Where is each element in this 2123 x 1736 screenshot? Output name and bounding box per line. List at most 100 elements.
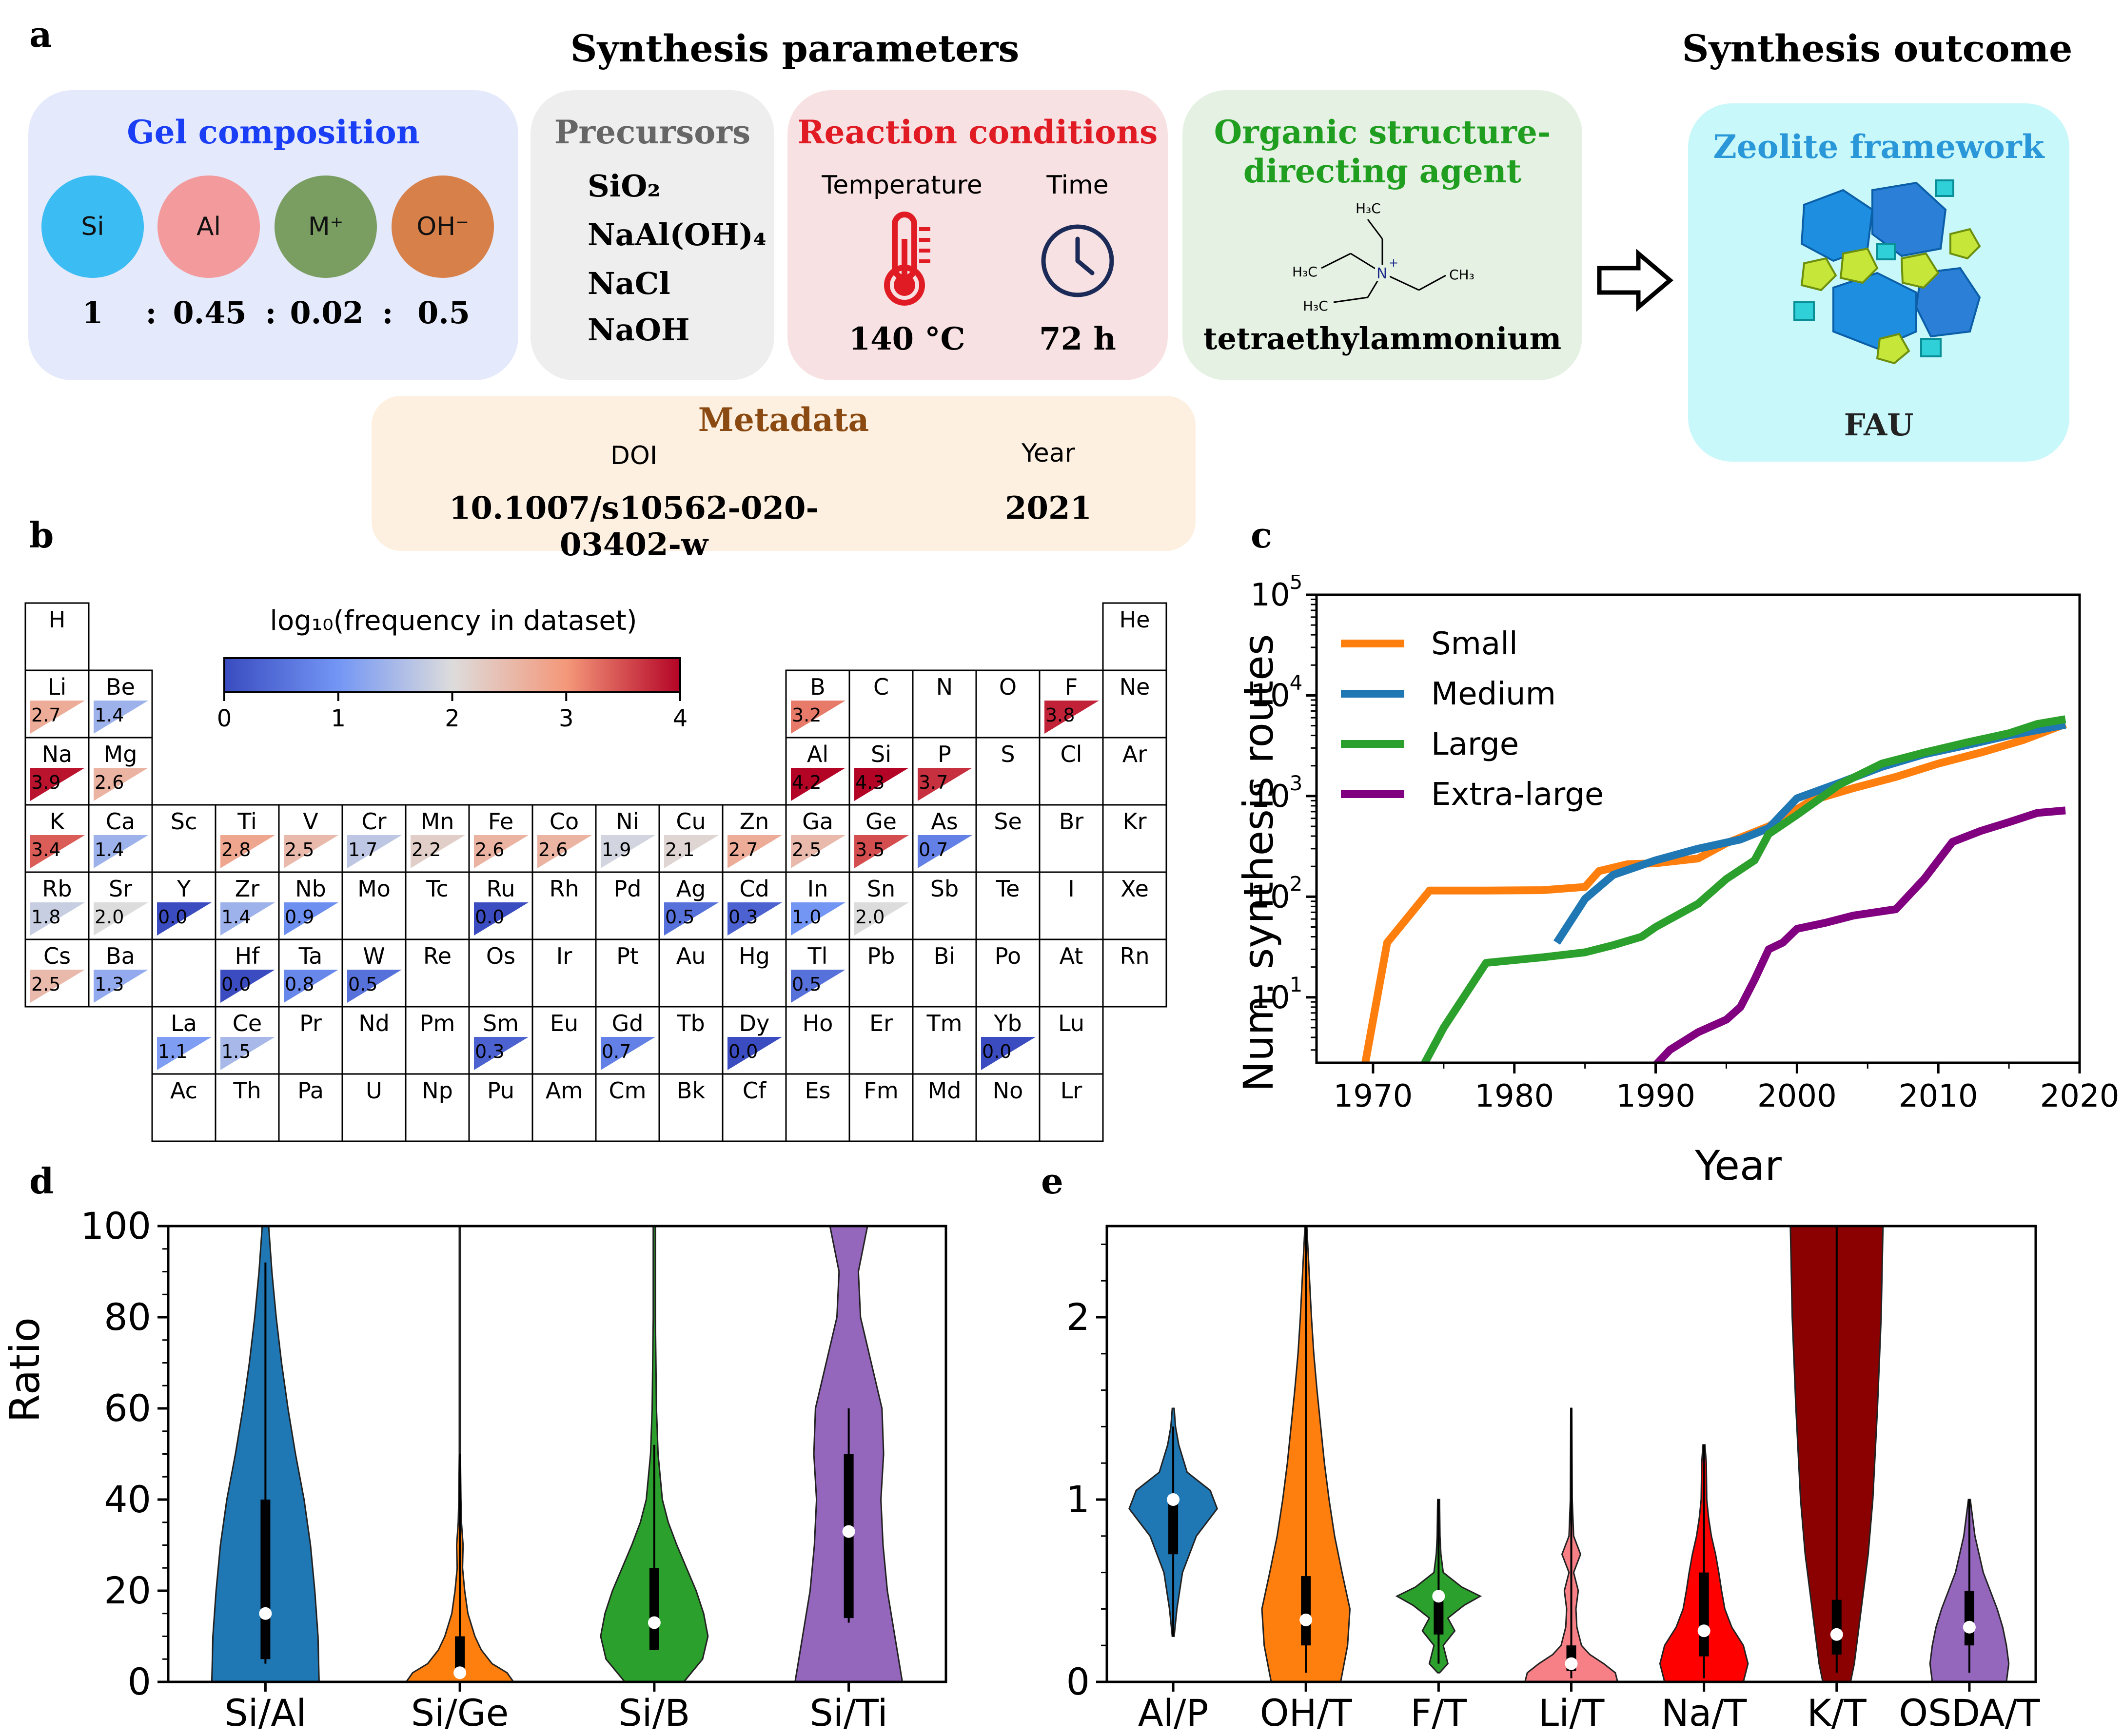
synthesis-outcome-heading: Synthesis outcome — [1682, 27, 2073, 70]
element-cell — [24, 602, 90, 671]
osda-charge-label: + — [1389, 256, 1398, 270]
element-symbol: Tl — [807, 943, 828, 969]
element-symbol: Tc — [426, 876, 449, 902]
colorbar — [223, 657, 681, 693]
element-symbol: Np — [422, 1077, 453, 1104]
element-symbol: Cs — [43, 943, 71, 969]
frequency-value: 2.0 — [95, 906, 124, 928]
element-cell — [151, 1073, 216, 1142]
element-symbol: U — [366, 1077, 382, 1104]
frequency-triangle — [918, 835, 972, 868]
ratio-per-t-violin-plot: Al/P OH/T F/T Li/T Na/T K/T OSDA/T 0 1 2 — [1066, 1225, 2040, 1735]
frequency-triangle — [601, 1037, 655, 1070]
frequency-triangle — [94, 768, 148, 801]
frequency-value: 2.8 — [221, 839, 251, 860]
plot-frame — [1105, 1225, 2037, 1683]
fau-framework-illustration — [1793, 179, 1981, 365]
precursors-title: Precursors — [554, 113, 751, 151]
x-tick-label: Li/T — [1538, 1691, 1605, 1735]
frequency-triangle — [474, 835, 529, 868]
frequency-value: 3.9 — [31, 772, 60, 793]
element-symbol: Pt — [616, 943, 639, 969]
frequency-value: 2.1 — [665, 839, 694, 860]
frequency-value: 3.4 — [31, 839, 60, 860]
frequency-value: 4.2 — [792, 772, 821, 793]
element-symbol: In — [807, 876, 828, 902]
element-cell — [975, 871, 1041, 940]
element-cell — [848, 1073, 914, 1142]
element-symbol: Fm — [864, 1077, 898, 1104]
frequency-value: 0.9 — [285, 906, 314, 928]
element-symbol: F — [1065, 674, 1078, 700]
element-symbol: Sr — [109, 876, 132, 902]
si-ratio: 1 — [82, 295, 103, 331]
element-symbol: Bi — [934, 943, 955, 969]
violin-median — [1830, 1628, 1843, 1641]
frequency-triangle — [474, 1037, 529, 1070]
frequency-triangle — [30, 768, 85, 801]
y-tick-label: 10 — [1250, 577, 1290, 613]
frequency-value: 3.7 — [919, 772, 948, 793]
element-cell — [658, 1073, 724, 1142]
frequency-value: 0.7 — [602, 1041, 631, 1062]
element-cell — [975, 938, 1041, 1008]
osda-methyl-label: CH₃ — [1449, 267, 1474, 283]
element-symbol: La — [171, 1010, 197, 1036]
m-species-label: M⁺ — [308, 212, 344, 241]
reaction-conditions-title: Reaction conditions — [797, 113, 1158, 151]
element-symbol: Hg — [739, 943, 770, 969]
element-symbol: Tb — [676, 1010, 705, 1036]
oh-species-circle: OH⁻ — [392, 176, 494, 278]
zeolite-framework-code: FAU — [1844, 407, 1914, 443]
panel-label-e: e — [1041, 1160, 1063, 1202]
frequency-value: 2.6 — [538, 839, 568, 860]
precursor-item: NaOH — [588, 312, 690, 348]
element-symbol: Nd — [358, 1010, 390, 1036]
al-ratio: 0.45 — [173, 295, 247, 331]
year-value: 2021 — [1004, 490, 1092, 527]
panel-label-c: c — [1251, 514, 1272, 556]
element-symbol: Be — [106, 674, 135, 700]
plot-frame — [1315, 593, 2081, 1064]
y-tick-label: 2 — [1066, 1295, 1090, 1339]
frequency-triangle — [981, 1037, 1036, 1070]
time-label: Time — [1046, 171, 1109, 200]
x-tick-label: 1980 — [1474, 1078, 1554, 1114]
frequency-triangle — [30, 902, 85, 936]
element-cell — [405, 938, 470, 1008]
x-tick-label: Na/T — [1661, 1691, 1747, 1735]
element-symbol: Am — [546, 1077, 583, 1104]
element-symbol: Er — [869, 1010, 893, 1036]
frequency-triangle — [727, 835, 782, 868]
silicon-ratio-violin-plot: Si/Al Si/Ge Si/B Si/Ti 0 20 40 60 80 100 Ratio — [1, 1204, 947, 1735]
x-tick-label: 2020 — [2040, 1078, 2120, 1114]
y-tick-exponent: 4 — [1290, 670, 1303, 694]
element-symbol: Re — [423, 943, 452, 969]
element-cell — [405, 1073, 470, 1142]
element-symbol: Rh — [549, 876, 579, 902]
osda-methyl-label: H₃C — [1292, 264, 1317, 280]
legend-label: Large — [1431, 726, 1519, 762]
frequency-triangle — [347, 970, 402, 1003]
element-symbol: H — [49, 606, 66, 633]
frequency-triangle — [284, 835, 338, 868]
frequency-value: 1.7 — [348, 839, 377, 860]
element-cell — [595, 871, 660, 940]
element-symbol: Ga — [802, 808, 833, 835]
si-species-label: Si — [81, 212, 104, 241]
osda-box — [1182, 90, 1582, 380]
violin-iqr-box — [260, 1500, 271, 1659]
frequency-triangle — [537, 835, 592, 868]
element-symbol: Ge — [865, 808, 897, 835]
violin-iqr-box — [455, 1636, 465, 1673]
x-tick-label: OH/T — [1260, 1691, 1353, 1735]
element-cell — [531, 1006, 597, 1075]
element-cell — [722, 1073, 787, 1142]
synthesis-parameters-heading: Synthesis parameters — [570, 27, 1020, 70]
element-symbol: No — [993, 1077, 1023, 1104]
element-symbol: Eu — [550, 1010, 578, 1036]
legend-label: Extra-large — [1431, 777, 1604, 813]
element-cell — [912, 938, 977, 1008]
element-symbol: Kr — [1122, 808, 1146, 835]
violin-iqr-box — [1168, 1500, 1179, 1555]
